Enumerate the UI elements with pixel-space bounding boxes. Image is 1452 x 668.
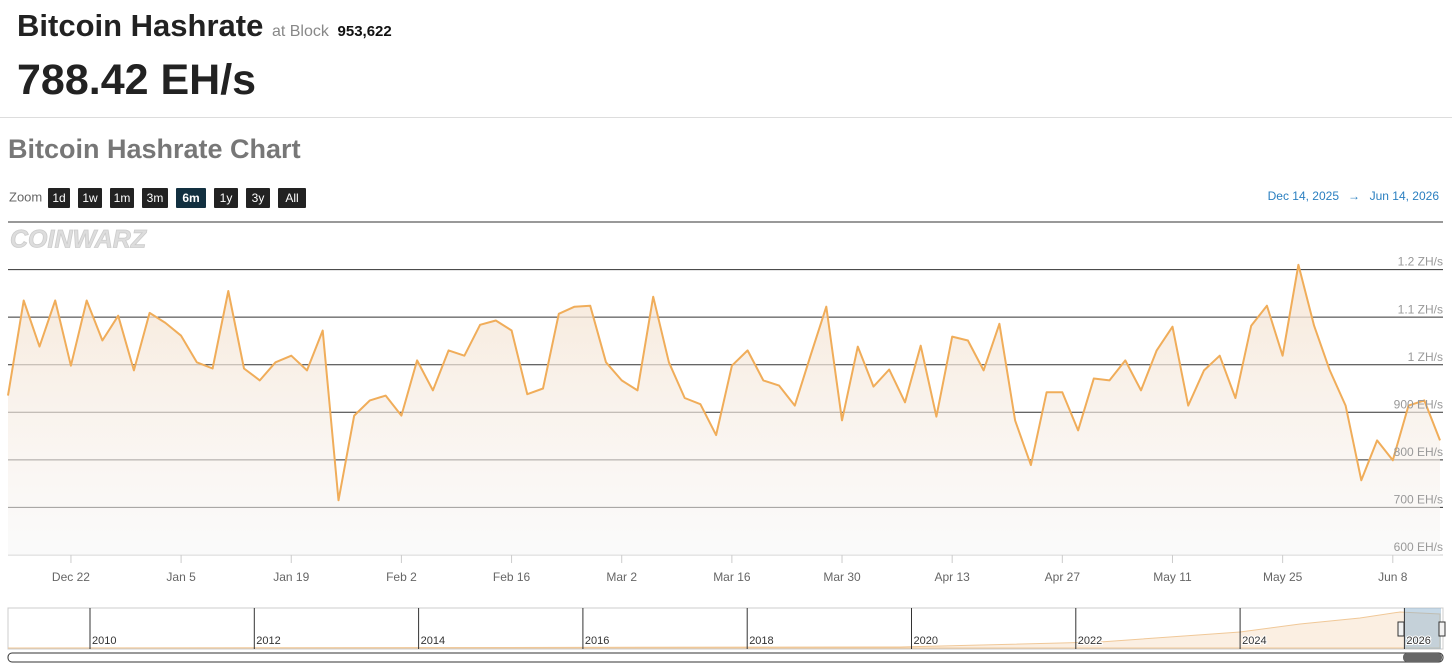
y-tick-label: 1 ZH/s [1408, 350, 1443, 364]
x-tick-label: Feb 2 [386, 570, 417, 584]
navigator-selection[interactable] [1404, 608, 1441, 649]
axis: 600 EH/s 700 EH/s 800 EH/s 900 EH/s 1 ZH/s 1.… [52, 255, 1443, 584]
zoom-button-label[interactable]: 6m [182, 191, 199, 205]
scrollbar-thumb[interactable] [1403, 653, 1442, 662]
at-block: at Block [271, 23, 329, 40]
x-tick-label: Mar 16 [713, 570, 751, 584]
zoom-button-label[interactable]: 1m [114, 191, 131, 205]
zoom-button[interactable] [110, 188, 134, 208]
range-from: Dec 14, 2025 [1268, 189, 1340, 203]
range-arrow: → [1348, 189, 1360, 203]
navigator-year: 2022 [1078, 635, 1102, 647]
zoom-label: Zoom [9, 189, 42, 204]
zoom-button[interactable] [48, 188, 70, 208]
navigator-handle[interactable] [1438, 621, 1446, 637]
zoom-button-label[interactable]: All [285, 191, 298, 205]
navigator-year: 2018 [749, 635, 773, 647]
zoom-button-label[interactable]: 3y [252, 191, 265, 205]
x-tick-label: Jun 8 [1378, 570, 1408, 584]
zoom-button-label[interactable]: 1y [220, 191, 233, 205]
plot [7, 263, 1441, 555]
navigator-year: 2020 [914, 635, 938, 647]
x-tick-label: May 25 [1263, 570, 1303, 584]
series-line [7, 263, 1441, 502]
block-height: 953,622 [337, 23, 392, 40]
navigator-preview [7, 611, 1441, 649]
y-tick-label: 1.1 ZH/s [1398, 302, 1443, 316]
zoom-button[interactable] [246, 188, 270, 208]
zoom-button[interactable] [176, 188, 206, 208]
navigator-year: 2016 [585, 635, 609, 647]
zoom-button[interactable] [78, 188, 102, 208]
navigator-year: 2012 [256, 635, 280, 647]
scrollbar-track[interactable] [7, 652, 1444, 663]
zoom-button[interactable] [214, 188, 238, 208]
y-tick-label: 1.2 ZH/s [1398, 255, 1443, 269]
y-tick-label: 900 EH/s [1394, 397, 1443, 411]
title-text: Bitcoin Hashrate [17, 8, 264, 43]
series-area [8, 264, 1440, 555]
navigator-year: 2026 [1406, 635, 1430, 647]
navigator-handle[interactable] [1397, 621, 1405, 637]
zoom-button-label[interactable]: 3m [147, 191, 164, 205]
watermark: COINWARZ [10, 226, 148, 254]
chart-title: Bitcoin Hashrate Chart [8, 134, 301, 164]
title: Bitcoin Hashrate at Block 953,622 [17, 8, 392, 44]
y-tick-label: 700 EH/s [1394, 493, 1443, 507]
hashrate: 788.42 EH/s [17, 56, 257, 104]
navigator-years: 2010 2012 2014 2016 2018 2020 2022 2024 2026 [89, 608, 1432, 649]
range-to: Jun 14, 2026 [1370, 189, 1440, 203]
navigator-year: 2014 [421, 635, 445, 647]
navigator-year: 2010 [92, 635, 116, 647]
zoom-buttons: 1d 1w 1m 3m 6m 1y 3y All [48, 188, 306, 208]
x-tick-label: May 11 [1153, 570, 1192, 584]
x-tick-label: Dec 22 [52, 570, 90, 584]
navigator-year: 2024 [1242, 635, 1266, 647]
x-tick-label: Mar 30 [823, 570, 861, 584]
x-tick-label: Feb 16 [493, 570, 531, 584]
y-tick-label: 600 EH/s [1394, 540, 1443, 554]
x-tick-label: Jan 19 [273, 570, 309, 584]
y-tick-label: 800 EH/s [1394, 445, 1443, 459]
x-tick-label: Jan 5 [166, 570, 196, 584]
x-tick-label: Apr 13 [934, 570, 970, 584]
zoom-button[interactable] [142, 188, 168, 208]
x-tick-label: Mar 2 [606, 570, 637, 584]
zoom-button-label[interactable]: 1w [82, 191, 98, 205]
zoom-button-label[interactable]: 1d [52, 191, 65, 205]
separator [0, 117, 1452, 118]
x-tick-label: Apr 27 [1045, 570, 1081, 584]
zoom-button[interactable] [278, 188, 306, 208]
